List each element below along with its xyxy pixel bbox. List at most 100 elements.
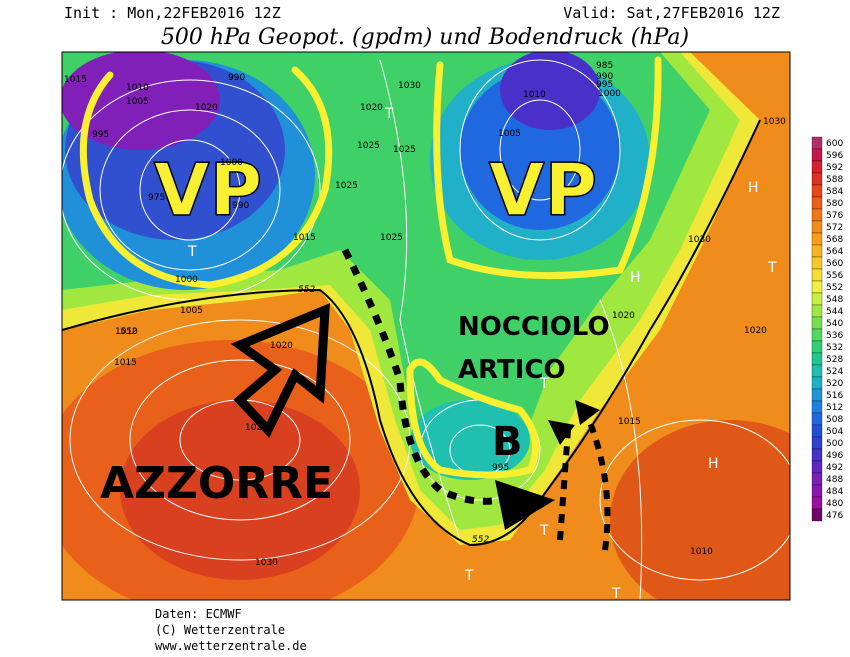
legend-swatch [811,484,823,498]
isobar-label: 1020 [270,341,293,351]
warm-field [610,420,790,600]
legend-swatch [811,220,823,234]
legend-label: 584 [826,187,843,197]
legend-label: 596 [826,151,843,161]
legend-swatch [811,208,823,222]
legend-label: 496 [826,451,843,461]
isobar-label: 1030 [763,117,786,127]
isobar-label: 1000 [598,89,621,99]
footer-url: www.wetterzentrale.de [155,639,307,653]
legend-swatch [811,376,823,390]
contour-label: 552 [298,285,315,295]
legend-swatch [811,160,823,174]
legend-label: 492 [826,463,843,473]
isobar-label: 1020 [195,103,218,113]
isobar-label: 1010 [115,327,138,337]
legend-swatch [811,184,823,198]
isobar-label: 995 [92,130,109,140]
isobar-label: 1000 [175,275,198,285]
legend-swatch [811,400,823,414]
legend-label: 508 [826,415,843,425]
legend-label: 488 [826,475,843,485]
isobar-label: 1025 [380,233,403,243]
legend-swatch [811,424,823,438]
legend-label: 580 [826,199,843,209]
isobar-label: 1010 [126,83,149,93]
legend-label: 516 [826,391,843,401]
legend-swatch [811,328,823,342]
legend-label: 572 [826,223,843,233]
legend-label: 544 [826,307,843,317]
init-time: Init : Mon,22FEB2016 12Z [64,4,281,22]
annotation-core: ARTICO [458,355,566,385]
isobar-label: 1030 [255,558,278,568]
isobar-label: 1025 [357,141,380,151]
legend-label: 600 [826,139,843,149]
legend-label: 536 [826,331,843,341]
isobar-label: 1015 [114,358,137,368]
pressure-center: T [384,106,394,122]
isobar-label: 1015 [618,417,641,427]
annotation-low: B [492,419,523,465]
isobar-label: 1015 [64,75,87,85]
legend-swatch [811,508,823,522]
legend-label: 592 [826,163,843,173]
annotation-high: AZZORRE [100,458,333,509]
legend-label: 552 [826,283,843,293]
legend-swatch [811,268,823,282]
cold-core [62,52,220,150]
isobar-label: 1030 [398,81,421,91]
isobar-label: 1020 [360,103,383,113]
legend-swatch [811,436,823,450]
legend-swatch [811,292,823,306]
contour-552 [62,119,761,547]
legend-swatch [811,496,823,510]
map-title: 500 hPa Geopot. (gpdm) und Bodendruck (h… [161,25,689,50]
isobar-label: 990 [232,201,249,211]
pressure-center: T [767,260,777,276]
legend-swatch [811,304,823,318]
legend-label: 476 [826,511,843,521]
pressure-center: T [611,586,621,602]
isobar-label: 1025 [393,145,416,155]
map-frame [61,51,791,601]
annotation-strokes [79,56,662,479]
isobar-label: 975 [148,193,165,203]
footer-copyright: (C) Wetterzentrale [155,623,285,637]
color-legend: 600 596 592 588 584 580 576 572 568 564 560 556 552 5… [811,136,843,522]
legend-label: 520 [826,379,843,389]
legend-label: 504 [826,427,843,437]
legend-swatch [811,460,823,474]
isobar-label: 990 [228,73,245,83]
isobar-label: 1005 [180,306,203,316]
legend-label: 556 [826,271,843,281]
isobar-label: 1025 [245,423,268,433]
legend-swatch [811,232,823,246]
legend-swatch [811,388,823,402]
pressure-center: T [539,523,549,539]
legend-swatch [811,340,823,354]
legend-swatch [811,352,823,366]
isobar-label: 995 [596,80,613,90]
pressure-center: T [187,244,197,260]
isobar-label: 1020 [612,311,635,321]
isobar-label: 1020 [744,326,767,336]
contour-label: 552 [472,535,489,545]
isobar-label: 1000 [220,158,243,168]
legend-label: 548 [826,295,843,305]
legend-swatch [811,196,823,210]
legend-label: 588 [826,175,843,185]
legend-label: 560 [826,259,843,269]
legend-swatch [811,136,823,150]
annotation-vp: VP [489,148,598,232]
legend-swatch [811,244,823,258]
legend-label: 480 [826,499,843,509]
annotation-arrows [230,248,611,551]
legend-label: 532 [826,343,843,353]
legend-label: 568 [826,235,843,245]
isobar-label: 1030 [688,235,711,245]
legend-label: 524 [826,367,843,377]
map-area [62,52,790,600]
pressure-center: T [539,376,549,392]
